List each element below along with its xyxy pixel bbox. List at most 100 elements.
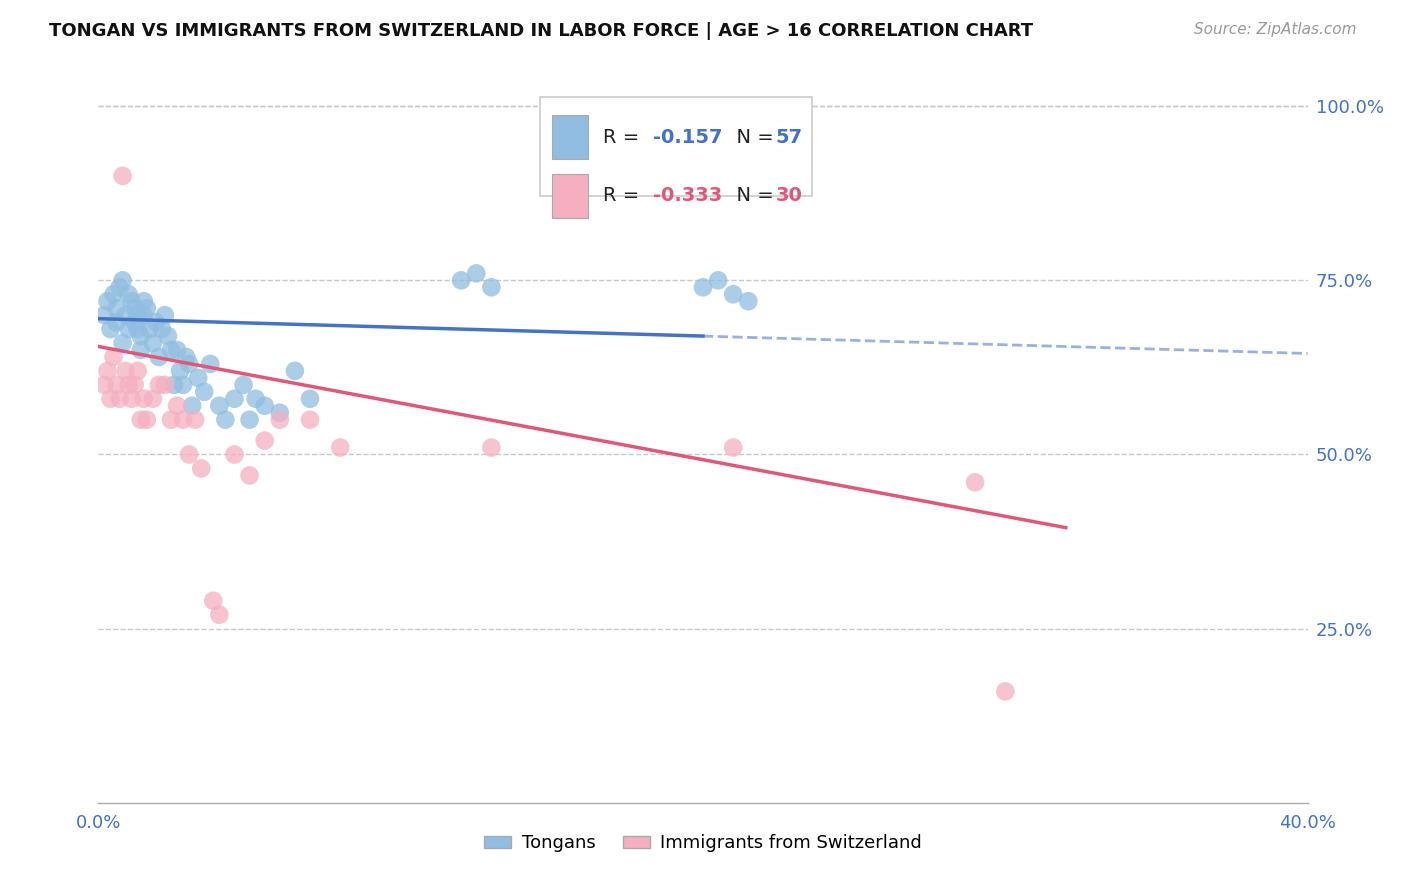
Point xyxy=(994,684,1017,698)
Point xyxy=(111,169,134,183)
Point xyxy=(965,475,987,490)
Point xyxy=(142,392,165,406)
FancyBboxPatch shape xyxy=(551,115,588,159)
Point xyxy=(163,377,186,392)
Point xyxy=(139,322,162,336)
Point xyxy=(160,343,183,357)
Point xyxy=(181,399,204,413)
Point xyxy=(329,441,352,455)
Point xyxy=(200,357,222,371)
Text: N =: N = xyxy=(724,128,779,146)
Point xyxy=(118,287,141,301)
Point xyxy=(190,461,212,475)
Point xyxy=(108,392,131,406)
Point xyxy=(121,294,143,309)
Text: 57: 57 xyxy=(776,128,803,146)
Point xyxy=(100,322,122,336)
Point xyxy=(253,399,276,413)
Point xyxy=(127,308,149,322)
Point xyxy=(707,273,730,287)
Text: R =: R = xyxy=(603,128,645,146)
Point xyxy=(202,594,225,608)
Point xyxy=(723,287,745,301)
Point xyxy=(129,329,152,343)
Point xyxy=(245,392,267,406)
Point xyxy=(214,412,236,426)
Point xyxy=(93,308,115,322)
Point xyxy=(124,377,146,392)
Point xyxy=(127,364,149,378)
Point xyxy=(193,384,215,399)
Legend: Tongans, Immigrants from Switzerland: Tongans, Immigrants from Switzerland xyxy=(477,827,929,860)
Point xyxy=(184,412,207,426)
Text: -0.333: -0.333 xyxy=(654,186,723,205)
Point xyxy=(224,448,246,462)
Point xyxy=(187,371,209,385)
Point xyxy=(153,377,176,392)
FancyBboxPatch shape xyxy=(540,97,811,195)
Point xyxy=(150,322,173,336)
Point xyxy=(692,280,714,294)
Point xyxy=(96,364,118,378)
Point xyxy=(172,412,194,426)
Point xyxy=(118,377,141,392)
Point xyxy=(132,308,155,322)
Point xyxy=(269,406,291,420)
Point xyxy=(111,273,134,287)
Point xyxy=(179,448,201,462)
Point xyxy=(114,308,136,322)
Point xyxy=(142,336,165,351)
Point xyxy=(100,392,122,406)
Point xyxy=(103,350,125,364)
Point xyxy=(114,364,136,378)
Point xyxy=(156,329,179,343)
Point xyxy=(174,350,197,364)
Point xyxy=(299,412,322,426)
Point xyxy=(737,294,759,309)
Point xyxy=(299,392,322,406)
Point xyxy=(166,399,188,413)
Point xyxy=(121,392,143,406)
Text: Source: ZipAtlas.com: Source: ZipAtlas.com xyxy=(1194,22,1357,37)
Point xyxy=(224,392,246,406)
Point xyxy=(465,266,488,280)
Point xyxy=(96,294,118,309)
Point xyxy=(284,364,307,378)
Point xyxy=(239,412,262,426)
Point xyxy=(129,343,152,357)
Point xyxy=(253,434,276,448)
Point xyxy=(179,357,201,371)
Point xyxy=(103,287,125,301)
Point xyxy=(481,280,503,294)
Point xyxy=(118,322,141,336)
Point xyxy=(148,350,170,364)
Point xyxy=(129,412,152,426)
Point xyxy=(148,377,170,392)
Text: R =: R = xyxy=(603,186,645,205)
Text: TONGAN VS IMMIGRANTS FROM SWITZERLAND IN LABOR FORCE | AGE > 16 CORRELATION CHAR: TONGAN VS IMMIGRANTS FROM SWITZERLAND IN… xyxy=(49,22,1033,40)
Point xyxy=(723,441,745,455)
Point xyxy=(160,412,183,426)
FancyBboxPatch shape xyxy=(551,174,588,218)
Text: N =: N = xyxy=(724,186,779,205)
Text: -0.157: -0.157 xyxy=(654,128,723,146)
Point xyxy=(105,301,128,316)
Point xyxy=(132,392,155,406)
Point xyxy=(166,343,188,357)
Point xyxy=(93,377,115,392)
Point xyxy=(208,399,231,413)
Point xyxy=(239,468,262,483)
Point xyxy=(105,377,128,392)
Point xyxy=(481,441,503,455)
Point xyxy=(105,315,128,329)
Point xyxy=(124,315,146,329)
Point xyxy=(145,315,167,329)
Point xyxy=(135,301,157,316)
Point xyxy=(172,377,194,392)
Point xyxy=(127,322,149,336)
Point xyxy=(108,280,131,294)
Point xyxy=(269,412,291,426)
Text: 30: 30 xyxy=(776,186,803,205)
Point xyxy=(450,273,472,287)
Point xyxy=(208,607,231,622)
